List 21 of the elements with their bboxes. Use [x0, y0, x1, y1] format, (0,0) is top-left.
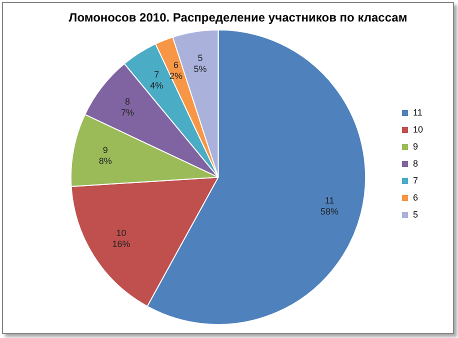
slice-label: 9: [102, 145, 108, 156]
data-label: 58%: [320, 206, 339, 216]
legend-label: 5: [412, 209, 418, 220]
data-label: 5%: [194, 64, 207, 74]
data-label: 7%: [120, 107, 134, 118]
data-label: 16%: [112, 239, 130, 250]
legend-label: 10: [412, 124, 424, 134]
legend-label: 11: [412, 107, 422, 118]
data-label: 4%: [150, 80, 164, 91]
legend-label: 7: [412, 175, 418, 186]
slice-label: 10: [116, 228, 126, 238]
chart-title: Ломоносов 2010. Распределение участников по классам: [68, 10, 408, 25]
slice-label: 5: [198, 53, 203, 64]
slice-label: 7: [154, 70, 160, 80]
legend-label: 6: [412, 192, 418, 202]
slice-label: 6: [173, 60, 178, 70]
slice-label: 11: [324, 195, 334, 206]
slice-label: 8: [124, 96, 130, 106]
legend-label: 9: [412, 141, 418, 152]
legend-label: 8: [412, 158, 418, 168]
data-label: 8%: [98, 156, 112, 166]
